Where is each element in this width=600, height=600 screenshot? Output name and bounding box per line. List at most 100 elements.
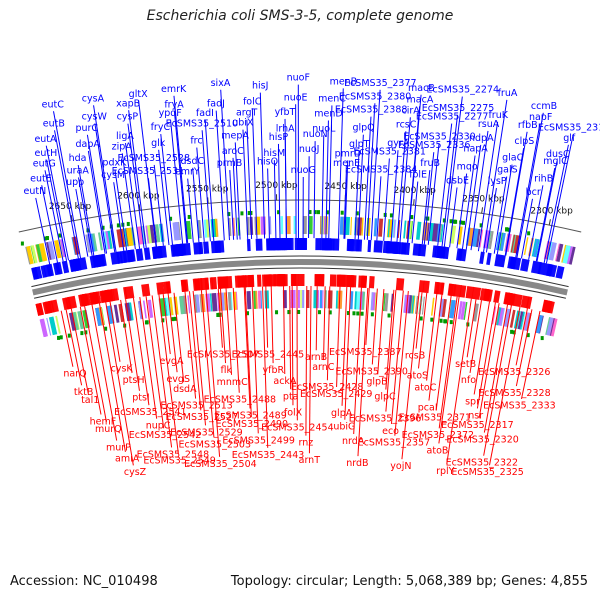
trna-marker: [387, 313, 391, 318]
trna-marker: [247, 211, 251, 216]
gene-leader-line: [399, 117, 411, 243]
reverse-gene-label: tktB: [74, 387, 93, 398]
forward-gene-label: pdxK: [102, 158, 127, 169]
forward-gene-label: cysM: [101, 170, 125, 181]
gene-leader-line: [284, 118, 287, 239]
forward-cog-feature: [280, 216, 284, 235]
gene-leader-line: [383, 158, 390, 241]
reverse-cog-feature: [159, 298, 166, 317]
scale-tick-label: 2600 kbp: [117, 191, 160, 201]
reverse-gene-label: atoB: [427, 445, 449, 456]
trna-marker: [479, 223, 483, 228]
trna-marker: [308, 210, 312, 215]
reverse-gene-label: rplY: [436, 466, 455, 477]
gene-leader-line: [489, 306, 521, 466]
scale-tick-label: 2350 kbp: [462, 194, 505, 204]
gene-leader-line: [139, 297, 158, 419]
forward-cog-feature: [215, 218, 218, 237]
forward-gene-label: hisJ: [252, 81, 268, 92]
forward-gene-label: eutH: [35, 148, 58, 159]
reverse-cog-feature: [293, 290, 296, 309]
reverse-cog-feature: [523, 312, 529, 331]
gene-leader-line: [370, 89, 381, 241]
gene-leader-line: [477, 121, 499, 252]
forward-cog-feature: [479, 229, 484, 248]
reverse-cog-feature: [138, 301, 142, 320]
gene-leader-line: [305, 286, 308, 436]
reverse-gene-label: ptsI: [132, 393, 150, 404]
reverse-cog-feature: [48, 316, 58, 336]
trna-marker: [325, 210, 329, 215]
forward-cog-feature: [198, 220, 202, 239]
forward-gene-label: EcSMS35_2274: [427, 85, 500, 96]
forward-gene-label: EcSMS35_2531: [112, 166, 185, 177]
reverse-cds-arrow: [83, 293, 91, 306]
trna-marker: [360, 311, 364, 316]
gene-leader-line: [485, 187, 497, 253]
reverse-cds-arrow: [278, 274, 288, 287]
trna-marker: [356, 311, 360, 316]
forward-cog-feature: [254, 216, 257, 235]
gene-leader-line: [343, 169, 347, 239]
reverse-cog-feature: [297, 290, 300, 309]
reverse-gene-label: EcSMS35_2357: [358, 438, 431, 449]
forward-gene-label: nuoE: [284, 92, 308, 103]
trna-marker: [59, 335, 63, 340]
reverse-cds-arrow: [35, 302, 44, 316]
reverse-cog-feature: [39, 318, 47, 338]
forward-cog-feature: [116, 229, 124, 248]
trna-marker: [58, 233, 62, 238]
gene-leader-line: [91, 304, 118, 441]
reverse-cog-feature: [257, 290, 262, 309]
gene-leader-line: [121, 153, 136, 250]
reverse-cds-arrow: [395, 277, 405, 291]
reverse-cds-arrow: [223, 275, 233, 289]
genome-backbone: [32, 259, 568, 296]
trna-marker: [505, 227, 509, 232]
reverse-gene-label: EcSMS35_2322: [446, 458, 519, 469]
forward-cds-arrow: [301, 238, 308, 251]
reverse-gene-label: EcSMS35_2541: [114, 407, 187, 418]
trna-marker: [512, 330, 516, 335]
reverse-cog-feature: [382, 293, 386, 312]
gene-leader-line: [465, 144, 482, 250]
reverse-cog-feature: [266, 290, 270, 309]
gene-leader-line: [344, 160, 349, 239]
reverse-gene-label: EcSMS35_2503: [179, 439, 252, 450]
reverse-cog-feature: [253, 290, 256, 309]
reverse-cog-feature: [536, 315, 544, 334]
reverse-cds-arrow: [237, 275, 247, 288]
reverse-cog-feature: [209, 293, 213, 312]
reverse-cds-arrow: [422, 280, 430, 294]
forward-gene-label: fadJ: [207, 99, 225, 110]
trna-marker: [45, 236, 49, 241]
gene-leader-line: [515, 309, 533, 387]
forward-cds-arrow: [193, 241, 204, 255]
reverse-cog-feature: [335, 290, 339, 309]
reverse-cds-arrow: [211, 276, 218, 290]
reverse-cog-feature: [325, 290, 327, 309]
reverse-gene-label: EcSMS35_2445: [232, 350, 305, 361]
gene-leader-line: [337, 88, 344, 239]
forward-cds-arrow: [324, 238, 335, 251]
gene-leader-line: [196, 147, 205, 242]
forward-cds-arrow: [178, 243, 187, 256]
forward-gene-label: zipA: [112, 141, 133, 152]
gene-leader-line: [242, 129, 249, 240]
gene-leader-line: [428, 294, 443, 401]
trna-marker: [346, 311, 350, 316]
forward-gene-label: eutC: [42, 99, 65, 110]
forward-cog-feature: [387, 219, 391, 238]
reverse-cog-feature: [411, 295, 415, 314]
gene-leader-line: [515, 123, 541, 258]
forward-gene-label: folC: [243, 96, 262, 107]
trna-marker: [161, 318, 165, 323]
trna-marker: [57, 335, 61, 340]
forward-gene-label: argT: [236, 108, 258, 119]
gene-leader-line: [105, 302, 134, 466]
gene-leader-line: [515, 308, 528, 366]
reverse-cog-feature: [472, 303, 479, 322]
reverse-cds-arrow: [65, 296, 72, 310]
trna-marker: [43, 236, 47, 241]
forward-cog-feature: [499, 232, 506, 252]
